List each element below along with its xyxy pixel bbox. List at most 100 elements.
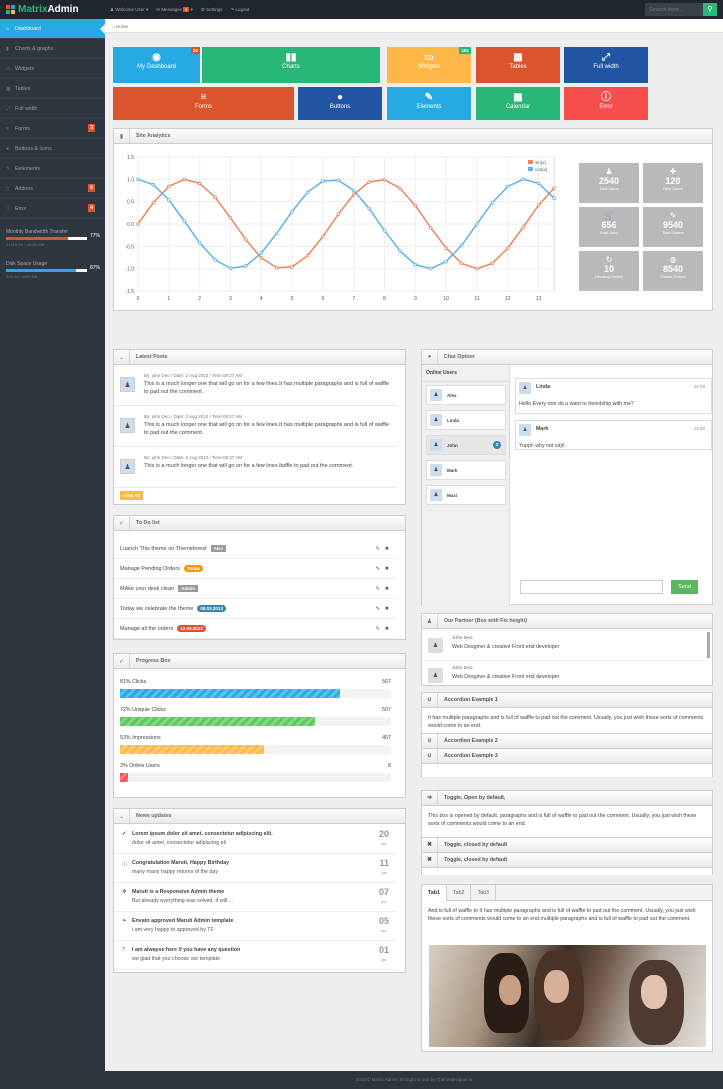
- data-point[interactable]: [475, 222, 479, 226]
- sidebar-item-dashboard[interactable]: ⌂ Dashboard: [0, 19, 105, 39]
- breadcrumb-home[interactable]: Home: [115, 24, 128, 29]
- sidebar-item-widgets[interactable]: ▭ Widgets: [0, 59, 105, 79]
- data-point[interactable]: [274, 265, 279, 270]
- user-menu[interactable]: ♟ Welcome User ▾: [110, 6, 149, 12]
- data-point[interactable]: [336, 178, 341, 183]
- sidebar-item-forms[interactable]: ≡ Forms 3: [0, 119, 105, 139]
- data-point[interactable]: [536, 181, 541, 186]
- quick-button-widgets[interactable]: ▭ Widgets 101: [387, 47, 471, 83]
- data-point[interactable]: [351, 188, 356, 193]
- quick-button-forms[interactable]: ≡ Forms: [113, 87, 294, 120]
- quick-button-elements[interactable]: ✎ Elements: [387, 87, 471, 120]
- quick-button-charts[interactable]: ▮▮ Charts: [202, 47, 380, 83]
- data-point[interactable]: [228, 215, 233, 220]
- sidebar-item-charts-graphs[interactable]: ▮ Charts & graphs: [0, 39, 105, 59]
- data-point[interactable]: [521, 177, 525, 182]
- data-point[interactable]: [321, 234, 325, 239]
- data-point[interactable]: [552, 196, 556, 200]
- data-point[interactable]: [490, 261, 495, 266]
- quick-button-tables[interactable]: ▦ Tables: [476, 47, 560, 83]
- data-point[interactable]: [167, 198, 171, 202]
- data-point[interactable]: [305, 190, 310, 195]
- data-point[interactable]: [398, 186, 402, 191]
- scrollbar-thumb[interactable]: [707, 632, 710, 658]
- data-point[interactable]: [459, 261, 464, 266]
- chevron-down-icon[interactable]: ⌄: [114, 809, 130, 823]
- data-point[interactable]: [213, 195, 217, 199]
- accordion-header-1[interactable]: ∪ Accordion Example 1: [422, 693, 712, 708]
- data-point[interactable]: [182, 219, 187, 223]
- quick-button-error[interactable]: ⓘ Error: [564, 87, 648, 120]
- data-point[interactable]: [428, 266, 433, 271]
- data-point[interactable]: [259, 256, 264, 260]
- chat-user-linda[interactable]: ♟ Linda: [426, 410, 506, 430]
- data-point[interactable]: [336, 212, 341, 216]
- data-point[interactable]: [413, 262, 418, 267]
- settings-link[interactable]: ⚙ Settings: [200, 6, 223, 12]
- data-point[interactable]: [475, 266, 479, 271]
- sidebar-item-full-width[interactable]: ⤢ Full width: [0, 99, 105, 119]
- logout-link[interactable]: ↷ Logout: [230, 6, 250, 12]
- sidebar-item-buttons-icons[interactable]: ● Buttons & icons: [0, 139, 105, 159]
- toggle-header-1[interactable]: ➔ Toggle, Open by default,: [422, 791, 712, 806]
- close-icon[interactable]: ✖: [384, 565, 389, 572]
- data-point[interactable]: [136, 222, 140, 226]
- accordion-header-2[interactable]: ∪ Accordion Example 2: [422, 734, 712, 749]
- quick-button-full-width[interactable]: ⤢ Full width: [564, 47, 648, 83]
- pencil-icon[interactable]: ✎: [375, 545, 380, 552]
- data-point[interactable]: [182, 177, 187, 182]
- data-point[interactable]: [167, 184, 171, 189]
- data-point[interactable]: [459, 243, 464, 248]
- data-point[interactable]: [382, 228, 387, 233]
- search-input[interactable]: [645, 3, 703, 16]
- chat-message-input[interactable]: [520, 580, 663, 594]
- pencil-icon[interactable]: ✎: [375, 605, 380, 612]
- brand-logo[interactable]: Matrix Admin: [0, 0, 105, 19]
- pencil-icon[interactable]: ✎: [375, 585, 380, 592]
- news-title[interactable]: Envato approved Maruti Admin template: [132, 918, 234, 924]
- close-icon[interactable]: ✖: [384, 545, 389, 552]
- data-point[interactable]: [367, 180, 371, 184]
- quick-button-my-dashboard[interactable]: ◉ My Dashboard 20: [113, 47, 200, 83]
- data-point[interactable]: [382, 177, 387, 182]
- data-point[interactable]: [274, 231, 279, 236]
- chat-user-mark[interactable]: ♟ Mark: [426, 460, 506, 480]
- data-point[interactable]: [228, 266, 233, 271]
- sidebar-item-error[interactable]: ⓘ Error 4: [0, 199, 105, 219]
- data-point[interactable]: [505, 184, 510, 189]
- data-point[interactable]: [136, 177, 140, 182]
- quick-button-calendar[interactable]: ▦ Calendar: [476, 87, 560, 120]
- data-point[interactable]: [367, 206, 371, 211]
- data-point[interactable]: [444, 246, 448, 250]
- news-title[interactable]: Congratulation Maruti, Happy Birthday: [132, 860, 230, 866]
- data-point[interactable]: [428, 225, 433, 230]
- news-title[interactable]: Maruti is a Responsive Admin theme: [132, 889, 225, 895]
- data-point[interactable]: [552, 186, 556, 191]
- accordion-header-3[interactable]: ∪ Accordion Example 3: [422, 749, 712, 764]
- tab-tab3[interactable]: Tab3: [471, 885, 496, 900]
- send-button[interactable]: Send: [671, 580, 698, 594]
- close-icon[interactable]: ✖: [384, 605, 389, 612]
- data-point[interactable]: [290, 209, 294, 214]
- chevron-down-icon[interactable]: ⌄: [114, 350, 130, 364]
- chat-user-john[interactable]: ♟ John 3: [426, 435, 506, 455]
- sidebar-item-addons[interactable]: ▯ Addons 5: [0, 179, 105, 199]
- data-point[interactable]: [244, 237, 248, 242]
- chat-user-maxi[interactable]: ♟ Maxi: [426, 485, 506, 505]
- data-point[interactable]: [505, 246, 510, 250]
- toggle-header-3[interactable]: ✖ Toggle, closed by default: [422, 853, 712, 868]
- data-point[interactable]: [290, 265, 294, 269]
- close-icon[interactable]: ✖: [384, 625, 389, 632]
- data-point[interactable]: [413, 203, 418, 208]
- data-point[interactable]: [536, 203, 541, 208]
- sidebar-item-tables[interactable]: ▦ Tables: [0, 79, 105, 99]
- view-all-button[interactable]: View All: [120, 491, 144, 500]
- data-point[interactable]: [151, 182, 156, 187]
- data-point[interactable]: [305, 253, 310, 258]
- sidebar-item-eelements[interactable]: ✎ Eelements: [0, 159, 105, 179]
- close-icon[interactable]: ✖: [384, 585, 389, 592]
- messages-menu[interactable]: ✉ Messages 5 ▾: [156, 6, 193, 12]
- data-point[interactable]: [197, 240, 202, 245]
- search-button[interactable]: ⚲: [703, 3, 717, 16]
- pencil-icon[interactable]: ✎: [375, 625, 380, 632]
